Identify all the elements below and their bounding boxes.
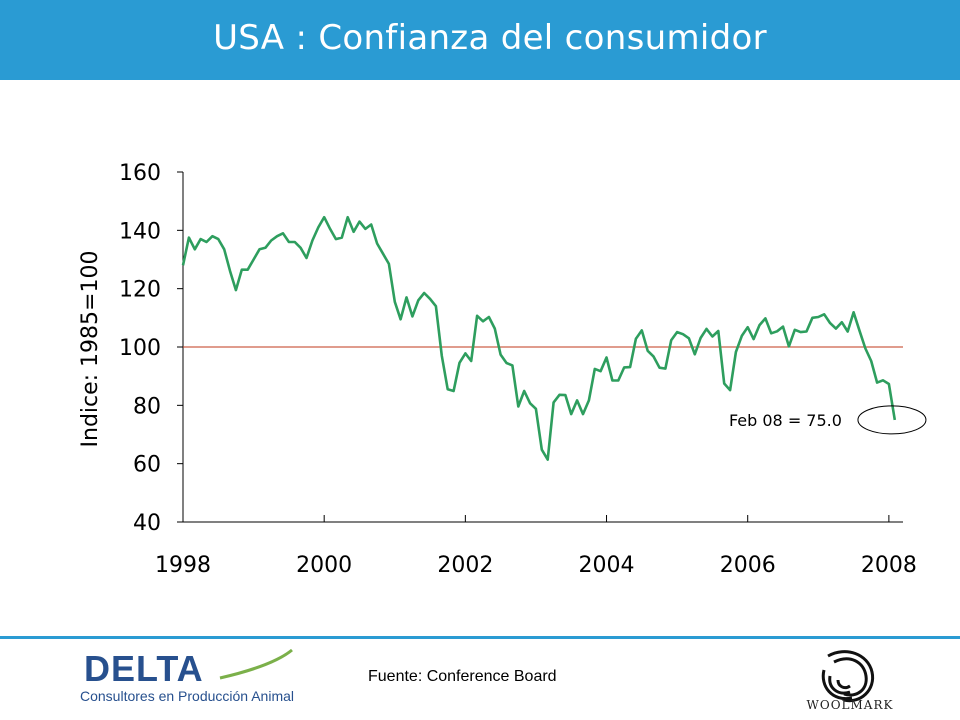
y-tick-label: 80 [133,394,161,419]
y-tick-label: 40 [133,511,161,536]
y-tick-label: 140 [119,219,161,244]
series-line [181,215,897,461]
series-group [181,215,897,461]
y-tick-label: 60 [133,453,161,478]
line-chart: 40 60 80 100 120 140 160 1998 2000 2002 2004 2006 20… [78,161,927,578]
x-tick-label: 2002 [437,553,493,578]
y-tick-label: 120 [119,278,161,303]
x-tick-label: 2006 [720,553,776,578]
x-tick-label: 1998 [155,553,211,578]
annotation-label: Feb 08 = 75.0 [729,411,842,430]
y-axis-label: Indice: 1985=100 [78,251,103,448]
x-tick-label: 2000 [296,553,352,578]
page-title: USA : Confianza del consumidor [213,18,767,58]
header-bar: USA : Confianza del consumidor [0,0,960,80]
woolmark-logo-icon [821,650,875,703]
x-tick-label: 2004 [579,553,635,578]
delta-tagline: Consultores en Producción Animal [80,688,295,704]
delta-swoosh-icon [219,648,293,680]
woolmark-logo-text: WOOLMARK [806,698,894,712]
annotation-ellipse [857,405,927,435]
chart-axes: 40 60 80 100 120 140 160 1998 2000 2002 2004 2006 20… [78,161,917,578]
y-tick-label: 160 [119,161,161,186]
y-tick-label: 100 [119,336,161,361]
annotation-group: Feb 08 = 75.0 [729,405,927,435]
footer-divider [0,636,960,639]
source-note: Fuente: Conference Board [368,668,557,685]
x-tick-label: 2008 [861,553,917,578]
delta-logo-text: DELTA [84,648,204,689]
